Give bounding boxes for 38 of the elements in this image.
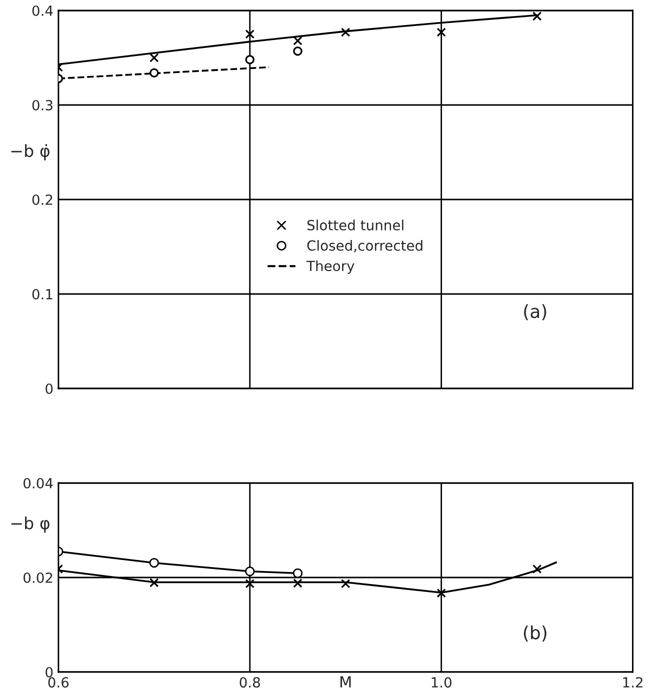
point [149,558,159,568]
point [532,12,542,21]
y-tick-label: 0 [46,383,53,394]
point [245,579,255,588]
point [150,578,159,588]
point [436,588,446,598]
y-tick-label: 0.3 [32,100,52,110]
x-tick-label: 0.8 [240,677,260,688]
point [293,46,302,56]
x-axis-title: M [340,676,351,688]
point [532,564,542,574]
x-tick-label: 0.6 [48,677,69,688]
y-tick-label: 0.02 [24,572,52,583]
point [150,68,159,78]
y-tick-label: 0.4 [32,5,53,16]
x-tick-label: 1.2 [623,677,642,688]
point [340,579,350,588]
annotation: (b) [524,625,546,642]
point [293,36,302,46]
y-tick-label: 0.1 [32,288,52,300]
annotation: (a) [524,304,546,320]
y-tick-label: 0 [46,666,53,678]
y-tick-label: 0.2 [32,194,52,205]
legend-label: Theory [306,260,354,274]
point [245,55,255,64]
point [245,29,255,39]
y-tick-label: 0.04 [24,478,53,488]
point [292,568,303,578]
point [340,28,350,37]
point [150,53,159,62]
y-axis-title: −b φ̇ [11,144,50,160]
point [293,578,302,588]
legend-label: Slotted tunnel [307,220,404,230]
legend-label: Closed,corrected [307,240,422,252]
y-axis-title: −b φ [11,516,50,533]
point [436,28,446,37]
x-tick-label: 1.0 [432,677,452,688]
point [245,566,255,576]
